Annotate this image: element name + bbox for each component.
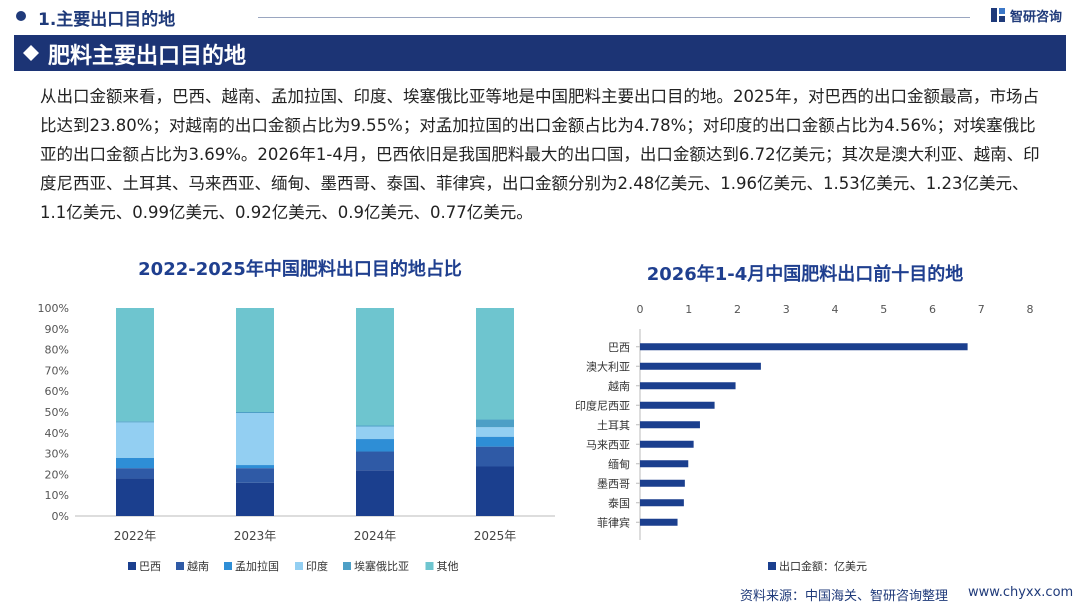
bullet [16, 11, 26, 21]
bar [640, 401, 715, 409]
bar-segment [476, 419, 514, 428]
bar [640, 479, 685, 487]
chart-title: 2026年1-4月中国肥料出口前十目的地 [647, 263, 964, 285]
legend-label: 印度 [306, 559, 328, 573]
legend-label: 出口金额：亿美元 [779, 559, 867, 573]
x-tick-label: 8 [1027, 303, 1034, 316]
y-tick-label: 80% [45, 344, 69, 357]
y-tick-label: 50% [45, 406, 69, 419]
y-tick-label: 印度尼西亚 [575, 398, 630, 412]
y-tick-label: 澳大利亚 [586, 359, 630, 373]
bar-segment [476, 308, 514, 420]
legend-label: 埃塞俄比亚 [354, 559, 409, 573]
chart-title: 2022-2025年中国肥料出口目的地占比 [138, 258, 462, 280]
legend-swatch [128, 562, 136, 570]
y-tick-label: 土耳其 [597, 419, 630, 432]
y-tick-label: 90% [45, 323, 69, 336]
logo-icon [991, 8, 1005, 22]
bar [640, 518, 678, 526]
y-tick-label: 70% [45, 364, 69, 377]
bar [640, 440, 694, 448]
x-tick-label: 4 [832, 303, 839, 316]
x-tick-label: 6 [929, 303, 936, 316]
page-title: 肥料主要出口目的地 [48, 44, 247, 69]
y-tick-label: 40% [45, 427, 69, 440]
bar-segment [356, 470, 394, 516]
y-tick-label: 0% [52, 510, 69, 523]
bar-segment [236, 468, 274, 483]
bar [640, 460, 689, 468]
logo-text: 智研咨询 [1010, 10, 1063, 25]
bar-segment [116, 308, 154, 422]
bar-segment [236, 465, 274, 469]
y-tick-label: 100% [38, 302, 69, 315]
source-url: www.chyxx.com [968, 585, 1074, 600]
source: 资料来源：中国海关、智研咨询整理 [740, 589, 949, 604]
x-tick-label: 3 [783, 303, 790, 316]
bar-segment [116, 422, 154, 458]
bar-segment [476, 466, 514, 516]
bar [640, 499, 684, 507]
bar-segment [356, 439, 394, 452]
bar [640, 421, 700, 429]
paragraph: 从出口金额来看，巴西、越南、孟加拉国、印度、埃塞俄比亚等地是中国肥料主要出口目的… [40, 87, 1040, 222]
bar [640, 382, 736, 390]
y-tick-label: 10% [45, 489, 69, 502]
legend-swatch [176, 562, 184, 570]
bar-segment [236, 482, 274, 516]
x-tick-label: 2025年 [474, 529, 517, 543]
bar-segment [356, 451, 394, 471]
x-tick-label: 1 [685, 303, 692, 316]
legend-label: 孟加拉国 [235, 559, 279, 573]
y-tick-label: 马来西亚 [586, 438, 630, 451]
legend-label: 越南 [187, 559, 209, 573]
legend-swatch [425, 562, 434, 570]
legend-swatch [295, 562, 303, 570]
legend-swatch [343, 562, 351, 570]
bar-segment [116, 478, 154, 516]
bar-segment [476, 446, 514, 467]
bar-segment [356, 425, 394, 427]
y-tick-label: 30% [45, 448, 69, 461]
legend-swatch [768, 562, 776, 570]
x-tick-label: 0 [637, 303, 644, 316]
bar-segment [356, 308, 394, 426]
x-tick-label: 2022年 [114, 529, 157, 543]
x-tick-label: 7 [978, 303, 985, 316]
y-tick-label: 巴西 [608, 341, 630, 354]
legend-label: 其他 [437, 560, 459, 573]
bar-segment [116, 421, 154, 423]
title-diamond [23, 45, 39, 61]
legend-label: 巴西 [139, 560, 161, 573]
section-header: 1.主要出口目的地 [38, 10, 176, 30]
bar-segment [236, 413, 274, 466]
bar-segment [116, 468, 154, 479]
y-tick-label: 20% [45, 468, 69, 481]
x-tick-label: 2 [734, 303, 741, 316]
x-tick-label: 2023年 [234, 529, 277, 543]
y-tick-label: 菲律宾 [597, 515, 630, 529]
title-bar [14, 35, 1066, 71]
bar-segment [236, 412, 274, 414]
x-tick-label: 2024年 [354, 529, 397, 543]
x-tick-label: 5 [880, 303, 887, 316]
bar-segment [476, 427, 514, 437]
y-tick-label: 泰国 [608, 496, 630, 510]
y-tick-label: 墨西哥 [597, 477, 630, 490]
bar [640, 362, 761, 370]
bar-segment [476, 436, 514, 447]
bar-segment [356, 426, 394, 440]
y-tick-label: 60% [45, 385, 69, 398]
bar [640, 343, 968, 351]
header-rule [258, 17, 970, 18]
y-tick-label: 缅甸 [608, 457, 630, 471]
bar-segment [236, 308, 274, 412]
y-tick-label: 越南 [608, 379, 630, 393]
legend-swatch [224, 562, 232, 570]
bar-segment [116, 457, 154, 469]
